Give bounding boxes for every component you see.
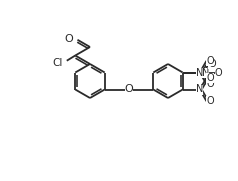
Text: O: O [206,96,214,106]
Text: Cl: Cl [52,58,63,68]
Text: N: N [196,85,203,94]
Text: O: O [206,56,214,66]
Text: O: O [208,59,216,69]
Text: O: O [206,73,214,83]
Text: N: N [202,68,209,77]
Text: O: O [65,34,74,44]
Text: O: O [206,79,214,89]
Text: O: O [215,68,223,77]
Text: N: N [196,68,203,77]
Text: O: O [125,85,133,94]
